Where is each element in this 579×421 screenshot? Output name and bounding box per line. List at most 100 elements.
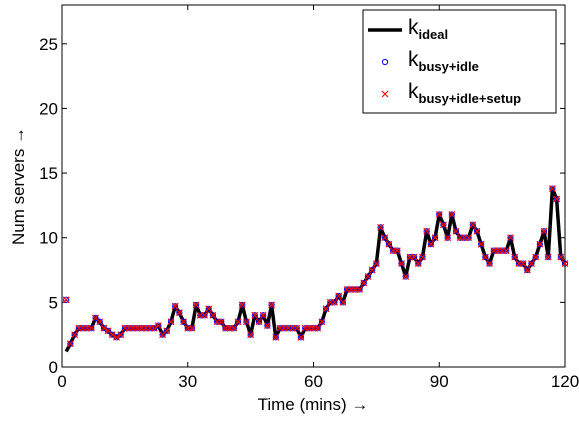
x-marker: [217, 318, 225, 326]
x-marker: [377, 223, 384, 231]
circle-marker: [469, 221, 476, 228]
circle-marker: [431, 234, 439, 241]
x-marker: [469, 221, 477, 229]
circle-marker: [503, 247, 510, 254]
circle-marker: [465, 234, 472, 241]
circle-marker: [360, 279, 367, 287]
circle-marker: [390, 247, 397, 254]
x-marker: [561, 260, 569, 267]
x-marker: [297, 333, 305, 341]
circle-marker: [402, 273, 409, 280]
y-tick-label: 0: [49, 358, 58, 377]
circle-marker: [264, 322, 271, 329]
x-marker: [322, 305, 330, 313]
circle-marker: [490, 247, 497, 254]
circle-marker: [398, 260, 405, 267]
x-marker: [435, 211, 443, 218]
circle-marker: [79, 325, 87, 332]
legend-swatch: [381, 90, 389, 98]
circle-marker: [172, 303, 179, 310]
circle-marker: [419, 254, 426, 261]
x-marker: [398, 260, 405, 267]
circle-marker: [335, 292, 342, 299]
x-tick-label: 120: [551, 372, 579, 391]
circle-marker: [201, 312, 208, 319]
circle-marker: [478, 241, 485, 248]
x-marker: [318, 318, 326, 326]
circle-marker: [482, 254, 489, 261]
circle-marker: [180, 318, 187, 325]
circle-marker: [348, 286, 355, 293]
circle-marker: [532, 254, 539, 261]
circle-marker: [209, 312, 216, 319]
x-marker: [528, 260, 535, 267]
x-marker: [372, 260, 380, 267]
x-marker: [96, 318, 104, 326]
circle-marker: [117, 331, 124, 338]
circle-marker: [352, 286, 359, 293]
circle-marker: [239, 301, 246, 309]
x-marker: [381, 234, 389, 242]
circle-marker: [142, 325, 149, 332]
x-marker: [536, 240, 544, 248]
circle-marker: [193, 301, 200, 309]
y-tick-label: 15: [39, 164, 58, 183]
x-marker: [150, 324, 158, 332]
x-marker: [557, 253, 565, 261]
x-marker: [477, 240, 485, 248]
x-marker: [251, 311, 259, 319]
circle-marker: [125, 325, 133, 332]
legend-subscript: ideal: [419, 27, 449, 42]
circle-marker: [373, 260, 380, 267]
circle-marker: [130, 325, 137, 332]
x-marker: [175, 309, 183, 317]
circle-marker: [343, 286, 351, 293]
y-tick-label: 25: [39, 35, 58, 54]
x-marker: [335, 292, 343, 300]
circle-marker: [427, 241, 434, 248]
circle-marker: [71, 331, 78, 338]
circle-marker: [494, 247, 502, 254]
x-marker: [356, 286, 364, 293]
circle-marker: [306, 325, 313, 332]
legend-box: [362, 9, 557, 114]
x-marker: [209, 311, 217, 319]
x-marker: [465, 234, 473, 242]
x-marker: [532, 253, 540, 261]
x-marker: [502, 247, 510, 255]
x-marker: [163, 327, 171, 335]
circle-marker: [322, 305, 330, 312]
x-marker: [234, 318, 242, 326]
x-marker: [113, 333, 120, 341]
circle-marker: [436, 211, 443, 218]
circle-marker: [163, 327, 170, 334]
x-marker: [523, 266, 531, 274]
circle-marker: [473, 228, 481, 235]
x-marker: [414, 260, 422, 267]
x-axis-label: Time (mins) →: [258, 395, 369, 414]
y-tick-label: 20: [39, 99, 58, 118]
legend-subscript: busy+idle+setup: [419, 91, 522, 106]
circle-marker: [293, 325, 300, 332]
x-marker: [519, 260, 527, 267]
x-marker: [272, 333, 280, 341]
x-marker: [205, 305, 213, 313]
circle-marker: [276, 325, 284, 332]
x-marker: [431, 234, 439, 242]
circle-marker: [297, 334, 305, 341]
circle-marker: [448, 211, 455, 218]
circle-marker: [452, 228, 460, 235]
x-marker: [247, 331, 255, 339]
x-marker: [419, 253, 426, 261]
x-marker: [171, 302, 179, 310]
x-marker: [364, 273, 372, 280]
legend-name: k: [408, 16, 419, 39]
x-marker: [255, 318, 263, 326]
x-marker: [507, 234, 514, 242]
circle-marker: [159, 331, 166, 338]
circle-marker: [377, 224, 384, 231]
x-marker: [331, 298, 338, 306]
circle-marker: [167, 318, 175, 325]
x-marker: [259, 311, 267, 319]
circle-marker: [423, 228, 430, 235]
